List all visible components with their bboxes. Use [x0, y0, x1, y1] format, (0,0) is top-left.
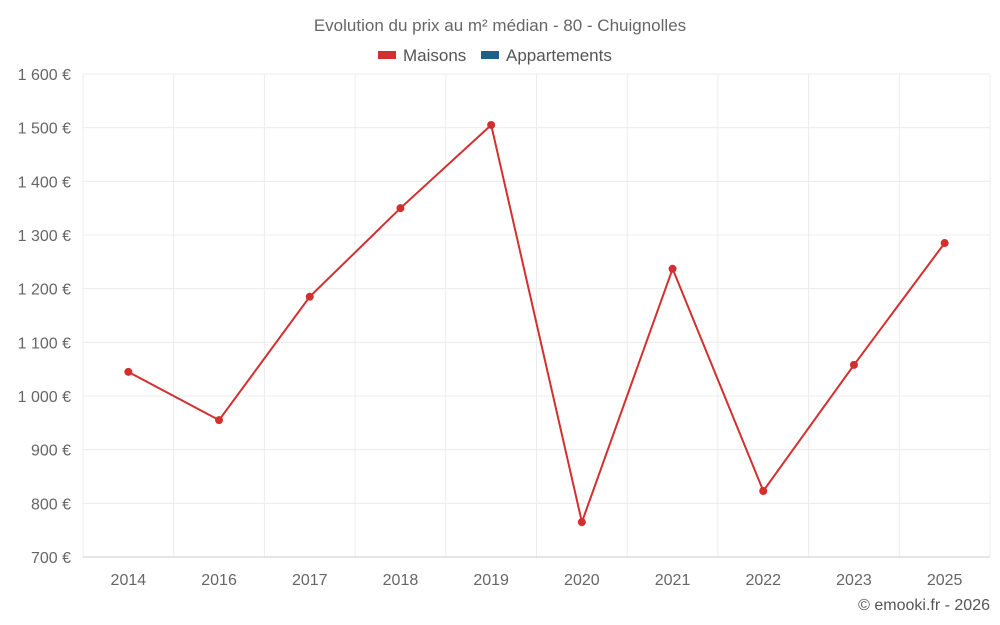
x-axis-ticks: 2014 2016 2017 2018 2019 2020 2021 2022 2023 2025	[111, 572, 963, 589]
data-point-2017[interactable]	[305, 292, 314, 301]
y-tick-label: 1 200 €	[18, 282, 71, 299]
series-maisons	[124, 120, 949, 527]
data-point-2018[interactable]	[396, 204, 405, 213]
y-tick-label: 900 €	[31, 443, 71, 460]
y-tick-label: 1 100 €	[18, 335, 71, 352]
y-tick-label: 700 €	[31, 550, 71, 567]
data-point-2014[interactable]	[124, 367, 133, 376]
x-tick-label: 2023	[836, 572, 872, 589]
data-point-2022[interactable]	[759, 486, 768, 495]
x-tick-label: 2019	[473, 572, 509, 589]
x-tick-label: 2017	[292, 572, 328, 589]
data-point-2021[interactable]	[668, 264, 677, 273]
data-point-2016[interactable]	[215, 416, 224, 425]
x-tick-label: 2020	[564, 572, 600, 589]
series-line-maisons	[127, 123, 946, 526]
y-tick-label: 1 400 €	[18, 174, 71, 191]
legend: Maisons Appartements	[378, 46, 612, 65]
x-gridlines	[82, 74, 991, 557]
legend-swatch-appartements	[481, 51, 499, 59]
legend-item-maisons[interactable]: Maisons	[378, 46, 466, 65]
x-tick-label: 2022	[745, 572, 781, 589]
x-tick-label: 2014	[111, 572, 147, 589]
x-tick-label: 2025	[927, 572, 963, 589]
chart-title: Evolution du prix au m² médian - 80 - Ch…	[314, 16, 686, 35]
legend-swatch-maisons	[378, 51, 396, 59]
x-tick-label: 2016	[201, 572, 237, 589]
y-tick-label: 1 600 €	[18, 67, 71, 84]
y-axis-ticks: 700 € 800 € 900 € 1 000 € 1 100 € 1 200 € 1 30…	[18, 67, 71, 567]
data-point-2023[interactable]	[849, 360, 858, 369]
y-tick-label: 1 300 €	[18, 228, 71, 245]
legend-label-appartements: Appartements	[506, 46, 612, 65]
x-tick-label: 2021	[655, 572, 691, 589]
legend-label-maisons: Maisons	[403, 46, 466, 65]
y-tick-label: 1 500 €	[18, 121, 71, 138]
data-point-2025[interactable]	[940, 239, 949, 248]
data-point-2020[interactable]	[577, 518, 586, 527]
y-tick-label: 800 €	[31, 496, 71, 513]
x-tick-label: 2018	[383, 572, 419, 589]
credit-text: © emooki.fr - 2026	[858, 597, 990, 614]
y-tick-label: 1 000 €	[18, 389, 71, 406]
data-point-2019[interactable]	[487, 120, 496, 129]
legend-item-appartements[interactable]: Appartements	[481, 46, 612, 65]
